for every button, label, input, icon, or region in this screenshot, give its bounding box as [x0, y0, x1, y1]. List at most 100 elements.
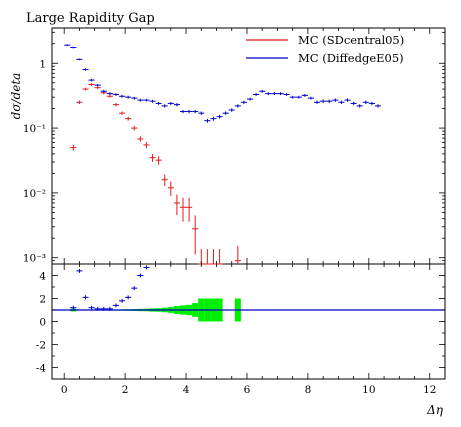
series-1-point-16	[167, 181, 174, 196]
series-2-point-31	[253, 93, 260, 96]
series-1-point-20	[192, 215, 199, 255]
x-tick-label: 12	[423, 384, 436, 396]
x-tick-label: 8	[305, 384, 312, 396]
series-2-point-25	[216, 114, 223, 119]
series-1-point-8	[119, 111, 126, 115]
ratio-y-tick-label: -4	[36, 363, 47, 375]
series-2-point-33	[265, 92, 272, 96]
ratio-y-tick-label: 2	[39, 294, 46, 306]
series-2-point-44	[332, 98, 339, 102]
series-1-point-17	[173, 194, 180, 216]
ratio-points	[70, 265, 150, 311]
series-1-point-18	[179, 197, 187, 222]
series-2-point-30	[246, 97, 254, 101]
series-2-point-19	[179, 109, 187, 114]
x-axis-label: Δη	[426, 403, 444, 417]
series-2-point-21	[192, 109, 199, 114]
series-2-point-15	[155, 102, 162, 105]
x-tick-label: 6	[244, 384, 251, 396]
series-2-point-16	[161, 104, 168, 108]
series-2-point-23	[204, 118, 211, 123]
series-2-point-9	[119, 94, 126, 98]
series-2-point-51	[374, 104, 382, 108]
series-1-point-23	[210, 249, 217, 265]
series-2-point-46	[344, 98, 351, 102]
series-1-point-19	[186, 197, 193, 222]
series-2-point-2	[76, 58, 83, 61]
series-2-point-28	[234, 104, 241, 108]
series-2-point-18	[173, 102, 180, 107]
series-1-point-11	[137, 136, 144, 142]
series-1-point-14	[155, 156, 162, 165]
ratio-y-tick-label: -2	[36, 340, 46, 352]
series-2-point-40	[307, 96, 314, 100]
series-1-point-2	[82, 87, 89, 91]
series-1-point-0	[70, 144, 77, 151]
series-2-point-39	[301, 93, 308, 97]
y-tick-label: 10⁻¹	[23, 123, 46, 135]
series-2-point-6	[100, 89, 107, 93]
series-2-point-29	[240, 100, 247, 105]
series-2-point-13	[143, 98, 150, 102]
series-2-point-14	[149, 99, 156, 103]
ratio-y-tick-label: 0	[39, 317, 46, 329]
series-2-point-50	[368, 101, 375, 106]
legend-label-series-1: MC (SDcentral05)	[298, 33, 404, 47]
series-1-point-10	[131, 125, 138, 131]
x-tick-label: 0	[61, 384, 68, 396]
series-2-point-49	[362, 100, 369, 105]
series-2-point-45	[338, 100, 345, 105]
chart-title: Large Rapidity Gap	[26, 11, 155, 26]
series-1-point-6	[106, 94, 113, 98]
series-2-point-8	[112, 93, 120, 96]
series-1-point-9	[125, 116, 132, 121]
series-2-point-35	[277, 92, 284, 96]
series-1-point-4	[94, 86, 101, 90]
series-2-point-27	[228, 108, 235, 112]
series-1-point-12	[143, 141, 150, 149]
series-2-point-20	[186, 109, 193, 114]
series-2-point-38	[295, 95, 302, 99]
series-1-point-22	[204, 249, 211, 265]
series-2-point-22	[198, 111, 205, 115]
series-2-point-42	[320, 99, 327, 103]
series-layer	[64, 44, 382, 265]
series-2-point-47	[350, 101, 357, 106]
series-2-point-17	[167, 101, 174, 106]
series-2-point-12	[137, 98, 144, 102]
y-tick-label: 10⁻³	[23, 253, 46, 265]
x-tick-label: 10	[362, 384, 375, 396]
legend-label-series-2: MC (DiffedgeE05)	[298, 51, 404, 65]
series-2-point-24	[210, 116, 217, 121]
series-2-point-32	[259, 89, 266, 93]
series-1-point-25	[234, 245, 241, 264]
series-2-point-1	[70, 46, 77, 49]
ratio-panel-frame	[51, 263, 446, 380]
y-tick-label: 1	[39, 58, 46, 70]
series-2-point-43	[326, 99, 333, 103]
axis-ticks: 0 2 4 6 8 10 12 10⁻³ 10⁻² 10⁻¹ 1 -4 -2 0 2 4	[23, 28, 445, 396]
series-2-point-36	[283, 93, 290, 96]
series-2-point-41	[314, 100, 321, 105]
series-2-point-0	[64, 44, 71, 47]
series-1-point-1	[76, 100, 83, 105]
series-2-point-7	[106, 92, 113, 96]
x-tick-label: 4	[183, 384, 190, 396]
legend: MC (SDcentral05) MC (DiffedgeE05)	[246, 33, 404, 65]
series-2-point-5	[94, 84, 101, 87]
series-2-point-4	[88, 78, 95, 82]
y-axis-label: dσ/deta	[9, 73, 23, 120]
x-tick-label: 2	[122, 384, 129, 396]
series-2-point-34	[271, 92, 278, 96]
series-1-point-13	[149, 153, 156, 162]
series-2-point-48	[356, 104, 363, 108]
series-2-point-3	[82, 68, 89, 71]
y-tick-label: 10⁻²	[23, 188, 46, 200]
ratio-y-tick-label: 4	[39, 271, 46, 283]
series-1-point-3	[88, 83, 95, 86]
series-1-point-15	[161, 174, 168, 186]
series-1-point-7	[112, 102, 120, 107]
series-2-point-37	[289, 95, 296, 99]
series-1-point-24	[216, 249, 223, 265]
